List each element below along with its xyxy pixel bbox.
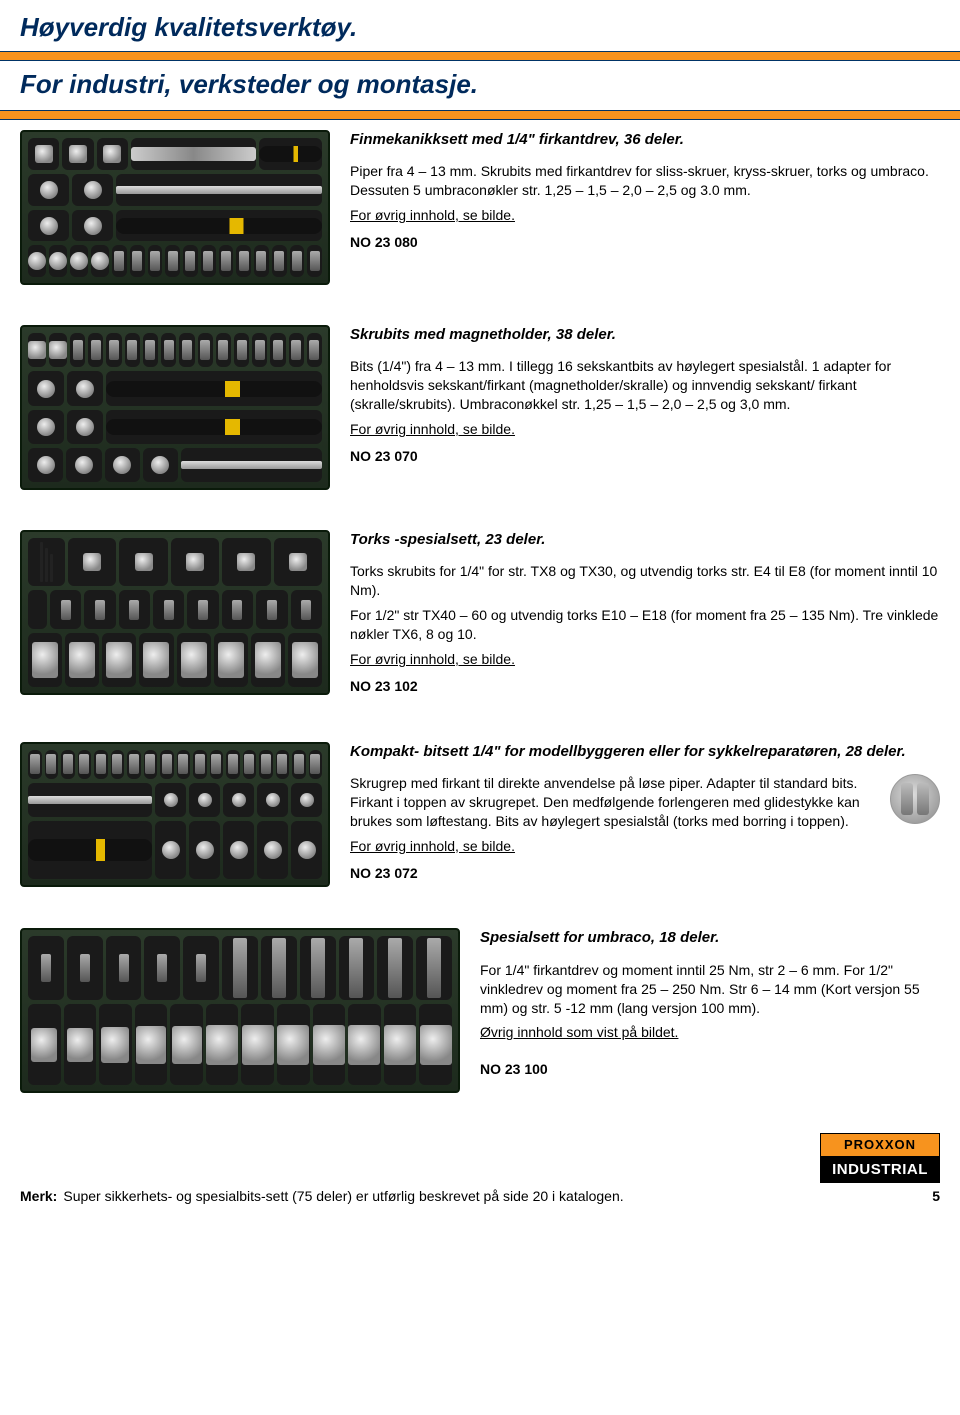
page-subtitle: For industri, verksteder og montasje.: [0, 61, 960, 110]
product-body: Bits (1/4") fra 4 – 13 mm. I tillegg 16 …: [350, 357, 940, 414]
product-code: NO 23 102: [350, 677, 940, 696]
product-code: NO 23 072: [350, 864, 940, 883]
product-body: For 1/4" firkantdrev og moment inntil 25…: [480, 961, 940, 1018]
product-code: NO 23 080: [350, 233, 940, 252]
accent-bar: [0, 51, 960, 61]
product-image: [20, 530, 330, 702]
see-image-note: For øvrig innhold, se bilde.: [350, 206, 940, 225]
product-image: [20, 928, 460, 1093]
product-text: Finmekanikksett med 1/4" firkantdrev, 36…: [350, 130, 940, 285]
footer-note: Merk: Super sikkerhets- og spesialbits-s…: [20, 1187, 624, 1206]
page-header: Høyverdig kvalitetsverktøy. For industri…: [0, 0, 960, 120]
product-item: Finmekanikksett med 1/4" firkantdrev, 36…: [20, 130, 940, 285]
note-label: Merk:: [20, 1187, 57, 1206]
note-text: Super sikkerhets- og spesialbits-sett (7…: [63, 1187, 623, 1206]
product-text: Spesialsett for umbraco, 18 deler. For 1…: [480, 928, 940, 1093]
product-item: Kompakt- bitsett 1/4" for modellbyggeren…: [20, 742, 940, 889]
brand-block: PROXXON INDUSTRIAL 5: [820, 1133, 940, 1206]
page-number: 5: [820, 1187, 940, 1206]
accent-bar: [0, 110, 960, 120]
product-title: Kompakt- bitsett 1/4" for modellbyggeren…: [350, 742, 940, 762]
product-body: Skrugrep med firkant til direkte anvende…: [350, 774, 940, 831]
product-body: Piper fra 4 – 13 mm. Skrubits med firkan…: [350, 162, 940, 200]
product-item: Torks -spesialsett, 23 deler. Torks skru…: [20, 530, 940, 702]
product-body: For 1/2" str TX40 – 60 og utvendig torks…: [350, 606, 940, 644]
product-body: Torks skrubits for 1/4" for str. TX8 og …: [350, 562, 940, 600]
product-text: Kompakt- bitsett 1/4" for modellbyggeren…: [350, 742, 940, 889]
product-title: Finmekanikksett med 1/4" firkantdrev, 36…: [350, 130, 940, 150]
product-image: [20, 130, 330, 285]
product-text: Skrubits med magnetholder, 38 deler. Bit…: [350, 325, 940, 490]
product-title: Skrubits med magnetholder, 38 deler.: [350, 325, 940, 345]
products-list: Finmekanikksett med 1/4" firkantdrev, 36…: [0, 130, 960, 1093]
page-title: Høyverdig kvalitetsverktøy.: [0, 0, 960, 51]
product-text: Torks -spesialsett, 23 deler. Torks skru…: [350, 530, 940, 702]
product-title: Spesialsett for umbraco, 18 deler.: [480, 928, 940, 948]
brand-proxxon: PROXXON: [820, 1133, 940, 1157]
see-image-note: For øvrig innhold, se bilde.: [350, 837, 940, 856]
page-footer: Merk: Super sikkerhets- og spesialbits-s…: [0, 1133, 960, 1216]
product-item: Spesialsett for umbraco, 18 deler. For 1…: [20, 928, 940, 1093]
see-image-note: For øvrig innhold, se bilde.: [350, 650, 940, 669]
product-image: [20, 742, 330, 889]
see-image-note: Øvrig innhold som vist på bildet.: [480, 1023, 940, 1042]
product-code: NO 23 070: [350, 447, 940, 466]
product-title: Torks -spesialsett, 23 deler.: [350, 530, 940, 550]
detail-callout-icon: [890, 774, 940, 824]
see-image-note: For øvrig innhold, se bilde.: [350, 420, 940, 439]
brand-industrial: INDUSTRIAL: [820, 1157, 940, 1183]
product-image: [20, 325, 330, 490]
product-item: Skrubits med magnetholder, 38 deler. Bit…: [20, 325, 940, 490]
product-code: NO 23 100: [480, 1060, 940, 1079]
